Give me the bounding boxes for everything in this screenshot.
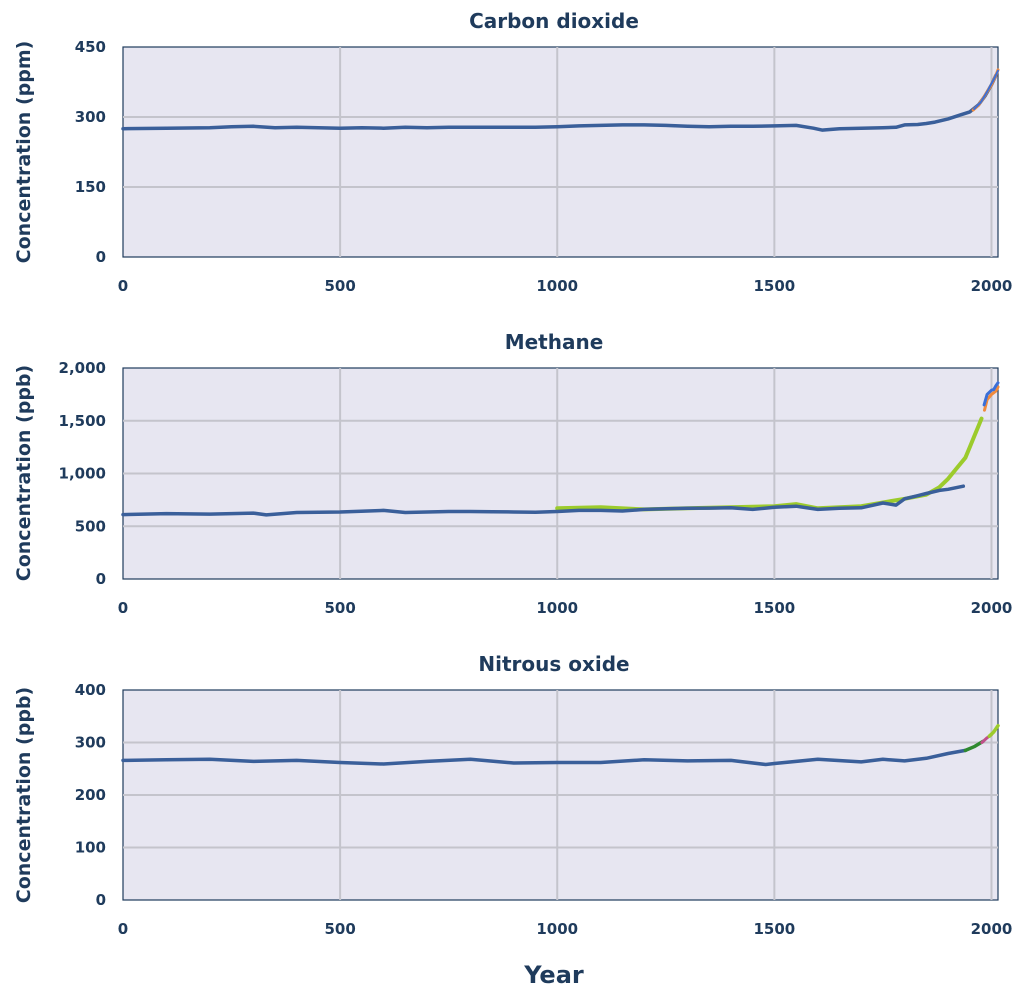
x-tick-label: 1500 [753,920,795,938]
series-line-1 [963,739,985,753]
x-tick-label: 0 [118,277,128,295]
y-tick-label: 400 [75,681,106,699]
x-tick-label: 1000 [536,920,578,938]
series-line-3 [987,723,1000,738]
panel-nitrous-oxide: Nitrous oxide Concentration (ppb) 0 500 10… [13,652,1012,938]
y-tick-label: 500 [75,517,106,535]
series-line-2 [983,385,1000,412]
series-line-2 [973,69,999,111]
y-tick-label: 0 [96,891,106,909]
series-line-1 [121,484,966,517]
x-tick-label: 0 [118,599,128,617]
y-tick-label: 2,000 [59,359,106,377]
panel-methane: Methane Concentration (ppb) 0 500 1000 1500… [13,330,1012,617]
series-line-0 [121,748,968,767]
plot-area [122,46,999,258]
y-tick-label: 200 [75,786,106,804]
chart-title: Methane [505,330,604,354]
y-axis-title: Concentration (ppm) [13,41,35,264]
chart-title: Carbon dioxide [469,9,639,33]
x-tick-label: 2000 [971,277,1013,295]
y-tick-label: 450 [75,38,106,56]
series-line-3 [982,381,1000,407]
x-tick-label: 1000 [536,599,578,617]
y-tick-label: 0 [96,248,106,266]
y-tick-label: 1,000 [59,465,106,483]
x-tick-label: 500 [324,277,355,295]
x-tick-label: 2000 [971,599,1013,617]
x-tick-label: 1500 [753,599,795,617]
y-axis-title: Concentration (ppb) [13,365,35,581]
y-tick-label: 1,500 [59,412,106,430]
x-tick-label: 0 [118,920,128,938]
y-tick-label: 0 [96,570,106,588]
series-line-0 [121,73,998,132]
y-tick-label: 150 [75,178,106,196]
panel-carbon-dioxide: Carbon dioxide Concentration (ppm) 0 500 1… [13,9,1012,295]
y-tick-label: 300 [75,734,106,752]
chart-title: Nitrous oxide [478,652,629,676]
y-tick-label: 100 [75,839,106,857]
y-axis-title: Concentration (ppb) [13,687,35,903]
x-tick-label: 1500 [753,277,795,295]
x-tick-label: 500 [324,599,355,617]
x-tick-label: 1000 [536,277,578,295]
x-axis-title: Year [523,961,584,989]
x-tick-label: 500 [324,920,355,938]
x-tick-label: 2000 [971,920,1013,938]
y-tick-label: 300 [75,108,106,126]
